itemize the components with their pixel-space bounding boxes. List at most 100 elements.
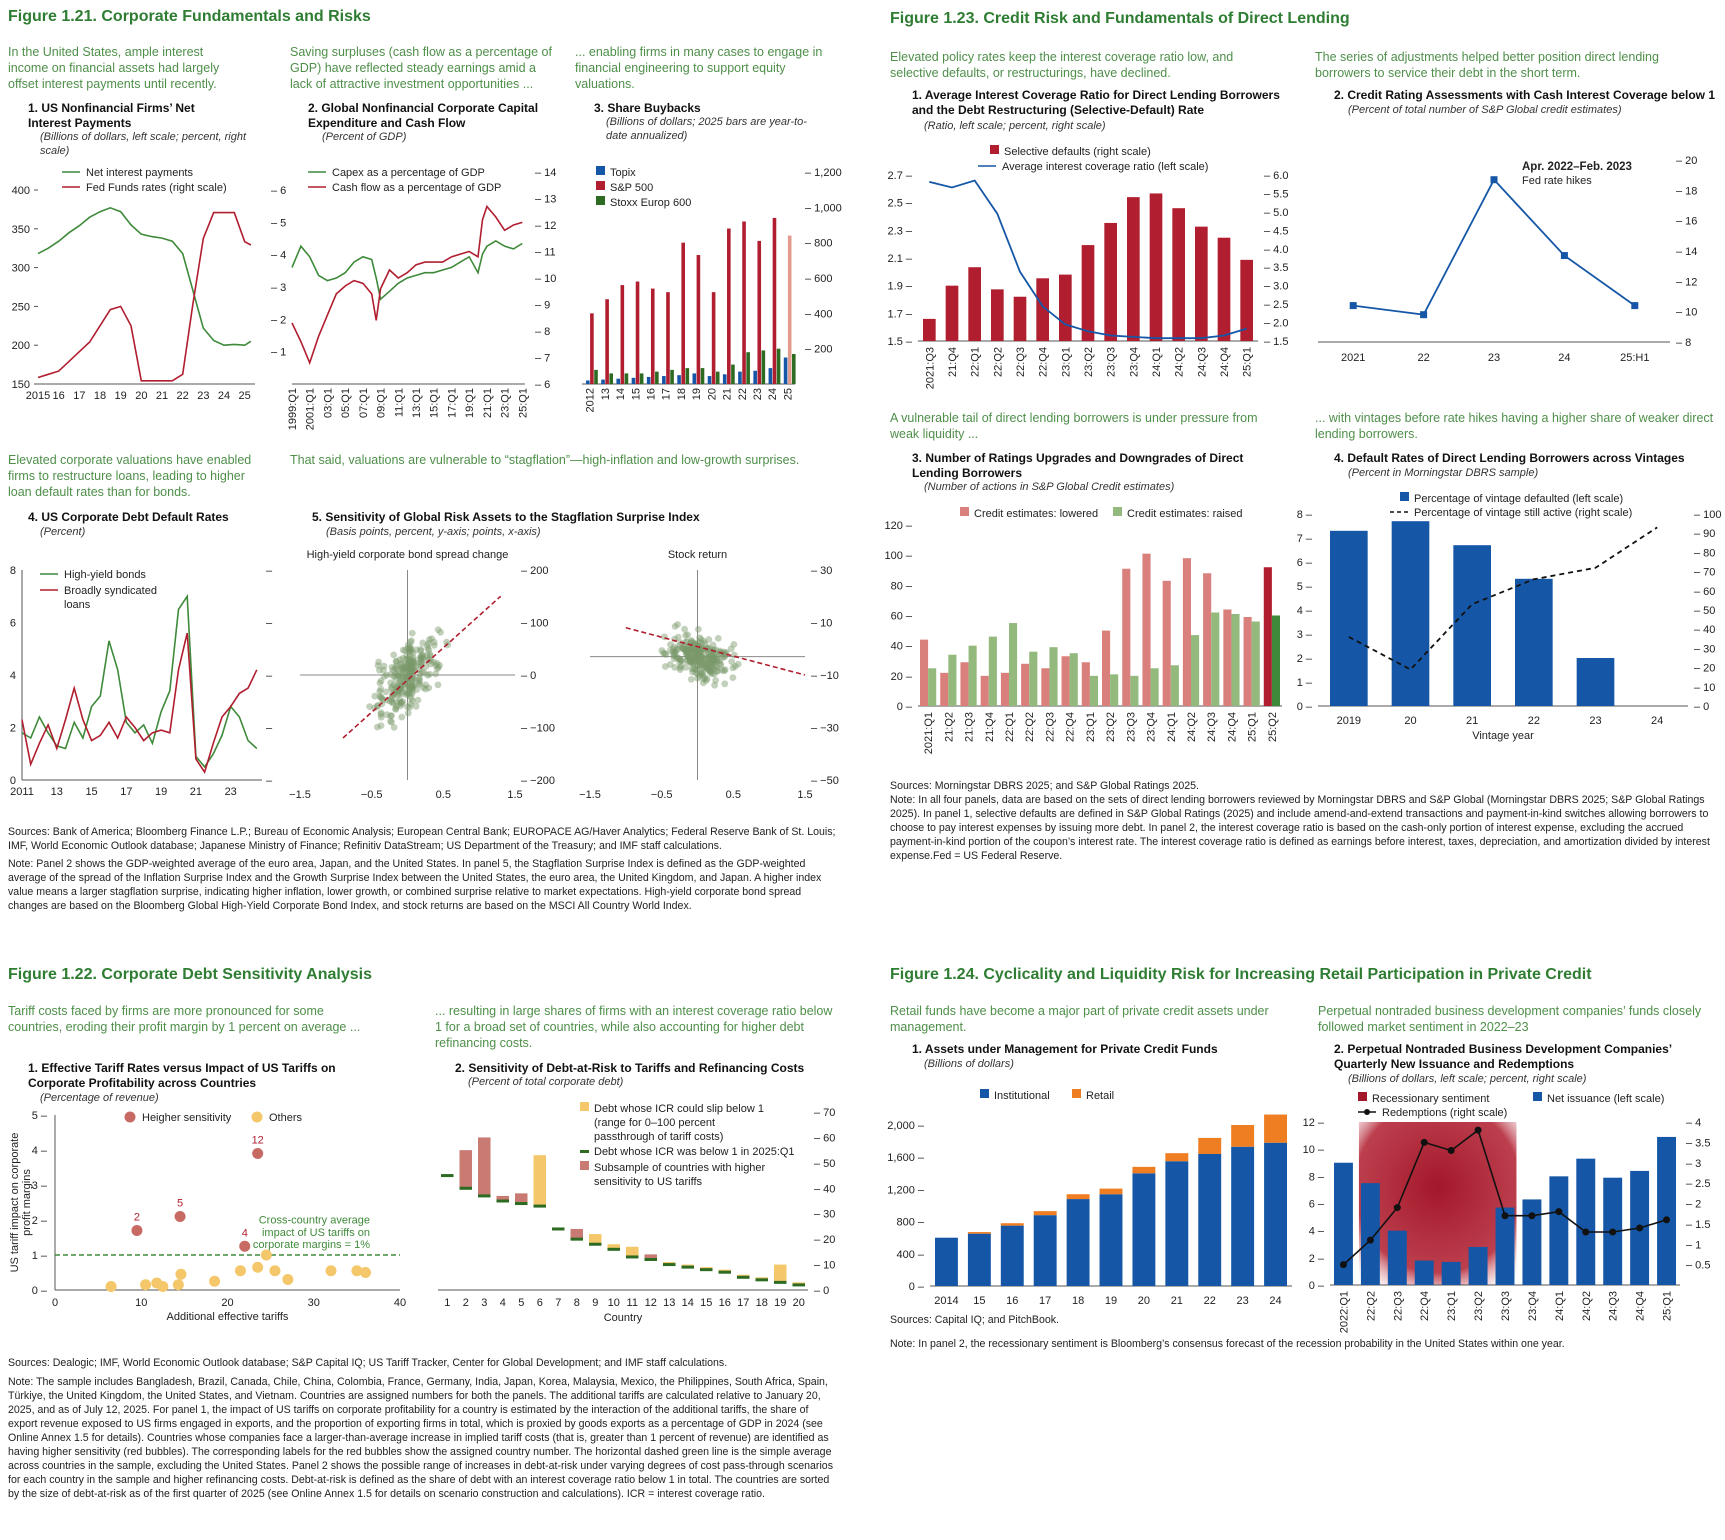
y-tick-label: 2 – bbox=[32, 1215, 48, 1227]
legend-icr-label: Average interest coverage ratio (left sc… bbox=[1002, 161, 1208, 173]
x-tick-label: 2021:Q1 bbox=[923, 712, 935, 754]
y-tick-label: 0 – bbox=[1309, 1280, 1325, 1292]
y-tick-label: 6 – bbox=[1309, 1199, 1325, 1211]
y-tick-label: – 30 bbox=[811, 565, 832, 577]
bar-raised bbox=[928, 668, 937, 706]
scatter-point bbox=[705, 653, 713, 660]
scatter-point bbox=[408, 668, 415, 675]
legend-icr-swatch bbox=[580, 1150, 589, 1153]
fig124-title: Figure 1.24. Cyclicality and Liquidity R… bbox=[890, 966, 1592, 983]
legend-raised-swatch bbox=[1113, 507, 1122, 516]
y2-tick-label: – 4 bbox=[271, 250, 286, 262]
scatter-point bbox=[399, 698, 407, 705]
y-tick-label: – 7 bbox=[535, 353, 550, 365]
icr-marker bbox=[718, 1270, 731, 1274]
bar-red bbox=[635, 281, 640, 384]
y2-tick-label: – 0 bbox=[1694, 701, 1709, 713]
y-tick-label: – 0 bbox=[521, 670, 536, 682]
scatter-point bbox=[397, 699, 404, 706]
scatter-point bbox=[408, 667, 416, 674]
scatter-point bbox=[697, 661, 705, 669]
x-tick-label: 24 bbox=[1558, 352, 1570, 364]
scatter-point bbox=[731, 663, 739, 670]
scatter-point bbox=[398, 665, 406, 673]
scatter-point bbox=[671, 648, 679, 656]
scatter-point bbox=[692, 647, 700, 655]
x-tick-label: 23 bbox=[1589, 715, 1601, 727]
scatter-point bbox=[395, 673, 403, 680]
y-tick-label: 2.7 – bbox=[888, 170, 913, 182]
f121p1-title: 1. US Nonfinancial Firms’ Net Interest P… bbox=[28, 101, 195, 130]
x-tick-label: 23:Q2 bbox=[1105, 712, 1117, 742]
scatter-point bbox=[687, 658, 695, 666]
scatter-point bbox=[415, 679, 422, 687]
x-tick-label: 15:Q1 bbox=[429, 388, 441, 418]
scatter-point bbox=[695, 650, 703, 658]
bar-raised bbox=[1170, 665, 1179, 706]
bar-retail bbox=[1033, 1211, 1057, 1216]
y-tick-label: 100 – bbox=[884, 550, 912, 562]
scatter-point bbox=[404, 641, 412, 649]
y-tick-label: – 12 bbox=[1676, 276, 1697, 288]
x-tick-label: 17 bbox=[737, 1297, 749, 1309]
x-tick-label: 11 bbox=[627, 1297, 638, 1309]
scatter-point bbox=[388, 693, 396, 701]
scatter-point bbox=[407, 685, 415, 693]
bar-institutional bbox=[1066, 1199, 1090, 1286]
scatter-point bbox=[375, 658, 382, 666]
bar-red bbox=[696, 255, 701, 384]
f121p1-unit: (Billions of dollars, left scale; percen… bbox=[40, 131, 247, 157]
y-tick-label: 2 bbox=[10, 723, 16, 735]
bar-darkgreen bbox=[731, 364, 735, 384]
x-tick-label: 23 bbox=[225, 786, 237, 798]
x-tick-label: 23:Q3 bbox=[1500, 1291, 1512, 1321]
scatter-point bbox=[677, 662, 685, 670]
scatter-point bbox=[669, 648, 677, 656]
scatter-point bbox=[419, 654, 427, 661]
scatter-point bbox=[689, 660, 697, 668]
x-tick-label: 21:Q4 bbox=[947, 347, 959, 377]
bar-institutional bbox=[935, 1237, 958, 1286]
x-tick-label: 18 bbox=[676, 388, 688, 400]
bar-blue bbox=[616, 378, 621, 384]
f123p2-unit: (Percent of total number of S&P Global c… bbox=[1348, 104, 1622, 116]
x-tick-label: 1 bbox=[444, 1297, 450, 1309]
scatter-point bbox=[711, 681, 718, 689]
scatter-point bbox=[703, 664, 711, 672]
y2-tick-label: – 3.5 bbox=[1686, 1137, 1710, 1149]
scatter-point bbox=[388, 685, 395, 693]
scatter-point bbox=[426, 652, 434, 660]
redemptions-marker bbox=[1501, 1212, 1509, 1220]
scatter-point bbox=[404, 668, 412, 676]
y2-tick-label: – 50 bbox=[1694, 605, 1715, 617]
x-tick-label: 21:Q3 bbox=[964, 712, 976, 742]
scatter-point bbox=[667, 647, 674, 654]
scatter-point bbox=[407, 648, 415, 656]
y-tick-label: 60 – bbox=[891, 611, 913, 623]
x-tick-label: 15 bbox=[973, 1295, 985, 1307]
x-tick-label: 24:Q3 bbox=[1206, 712, 1218, 742]
legend-range-swatch bbox=[580, 1102, 589, 1111]
x-tick-label: 17 bbox=[73, 390, 85, 402]
y2-tick-label: – 5.0 bbox=[1264, 207, 1288, 219]
bar-red bbox=[666, 292, 670, 384]
scatter-point bbox=[683, 648, 691, 655]
scatter-point bbox=[400, 684, 408, 691]
legend-higher-label: Heigher sensitivity bbox=[142, 1112, 232, 1124]
scatter-point bbox=[693, 650, 701, 658]
bar-institutional bbox=[1264, 1142, 1287, 1286]
icr-marker bbox=[626, 1255, 639, 1259]
scatter-point bbox=[689, 668, 696, 676]
scatter-point bbox=[408, 682, 416, 690]
scatter-point bbox=[710, 657, 718, 665]
scatter-point bbox=[406, 665, 414, 673]
scatter-point bbox=[398, 660, 406, 668]
legend-selective-label: Selective defaults (right scale) bbox=[1004, 146, 1151, 158]
bubble-label: 2 bbox=[134, 1212, 140, 1224]
x-tick-label: 2021:Q3 bbox=[924, 347, 936, 389]
bar-lowered bbox=[980, 675, 989, 706]
scatter-point bbox=[719, 667, 726, 674]
scatter-point bbox=[394, 665, 402, 673]
x-tick-label: 2011 bbox=[10, 786, 34, 798]
fig122-title: Figure 1.22. Corporate Debt Sensitivity … bbox=[8, 966, 372, 983]
